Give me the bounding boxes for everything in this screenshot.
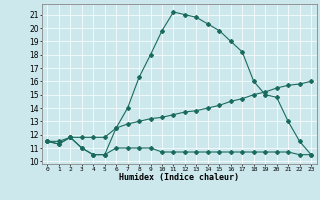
X-axis label: Humidex (Indice chaleur): Humidex (Indice chaleur) (119, 173, 239, 182)
